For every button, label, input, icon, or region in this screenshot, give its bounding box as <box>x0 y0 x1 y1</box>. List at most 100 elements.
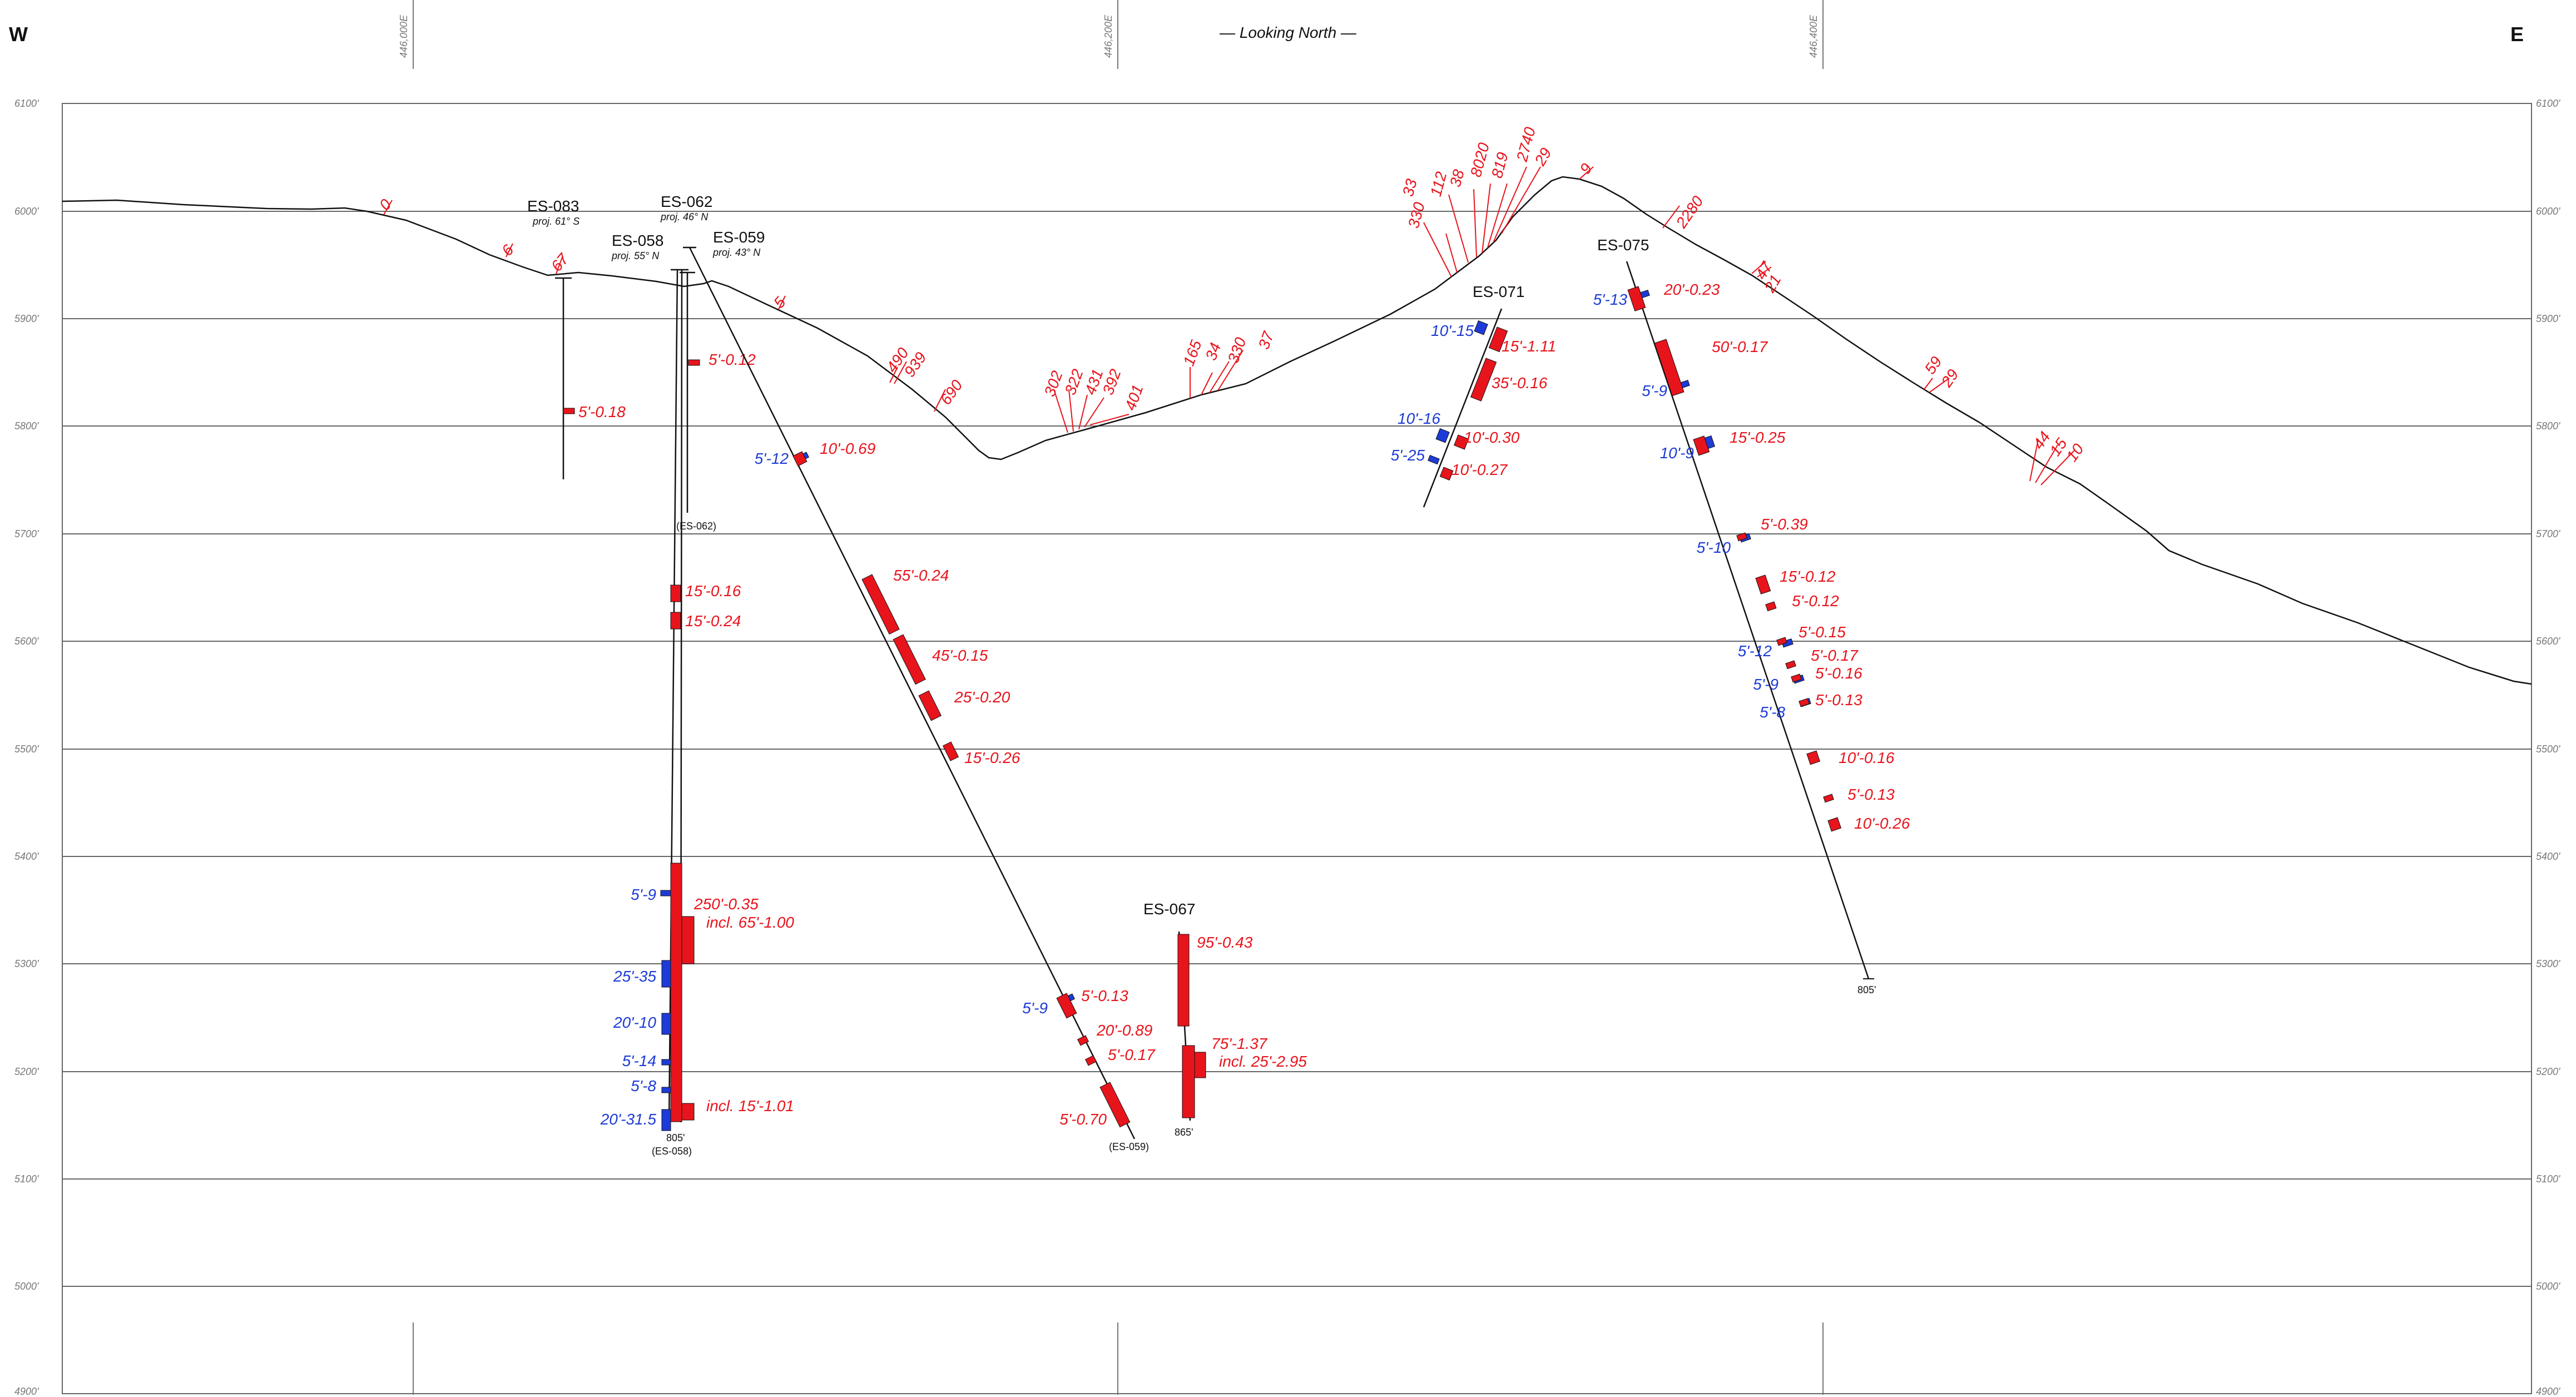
assay-interval-bar <box>1194 1052 1206 1078</box>
elevation-label: 5300' <box>2536 958 2560 969</box>
surface-sample-value: 29 <box>1531 145 1555 169</box>
alt-assay-interval-bar <box>661 1059 671 1066</box>
assay-interval-bar <box>670 612 681 630</box>
alt-assay-interval-bar <box>661 1109 671 1131</box>
elevation-label: 5400' <box>2536 851 2560 862</box>
assay-interval-bar <box>1755 574 1771 595</box>
elevation-label: 6100' <box>2536 98 2560 109</box>
surface-sample-value: 33 <box>1399 177 1420 199</box>
assay-interval-bar <box>670 863 682 1122</box>
drillhole-es-067: ES-067 865' 95'-0.43 75'-1.37 incl. 25'-… <box>1143 900 1307 1138</box>
alt-assay-interval-label: 5'-12 <box>755 450 789 467</box>
alt-assay-interval-label: 10'-15 <box>1431 322 1474 339</box>
assay-interval-label: 5'-0.16 <box>1815 665 1862 682</box>
elevation-label: 6000' <box>14 206 39 217</box>
drillhole-es-059: ES-059 proj. 43° N (ES-059) 5'-12 5'-9 1… <box>683 229 1156 1152</box>
assay-interval-label: 25'-0.20 <box>954 688 1010 706</box>
elevation-label: 5600' <box>14 636 39 647</box>
elevation-label: 5400' <box>14 851 39 862</box>
elevation-label: 5200' <box>2536 1066 2560 1077</box>
assay-interval-label: 5'-0.13 <box>1815 691 1862 709</box>
assay-interval-label: 10'-0.69 <box>820 440 875 457</box>
assay-interval-bar <box>670 584 681 602</box>
assay-interval-label: 10'-0.27 <box>1452 461 1508 478</box>
drillhole-es-075: ES-075 805' 5'-13 5'-9 10'-9 5'-10 5'-12… <box>1593 236 1910 995</box>
assay-interval-label: 35'-0.16 <box>1492 374 1548 392</box>
drill-trace <box>688 247 1136 1140</box>
assay-interval-bar <box>1799 698 1810 707</box>
assay-interval-bar <box>1056 993 1077 1019</box>
assay-interval-bar <box>1736 532 1747 542</box>
elevation-label: 4900' <box>2536 1386 2560 1397</box>
hole-depth-label: 805' <box>1857 984 1876 995</box>
surface-sample-value: 67 <box>548 250 573 275</box>
assay-interval-label: 55'-0.24 <box>893 567 949 584</box>
assay-interval-bar <box>1693 435 1710 456</box>
easting-ticks <box>413 0 1824 1395</box>
view-direction-label: — Looking North — <box>1219 24 1357 41</box>
hole-name: ES-067 <box>1143 900 1195 918</box>
alt-assay-interval-bar <box>661 1013 671 1035</box>
hole-depth-label: 805' <box>666 1132 685 1143</box>
surface-sample-value: 37 <box>1255 329 1277 351</box>
elevation-label: 5800' <box>14 420 39 432</box>
hole-projection-note: proj. 46° N <box>660 211 709 222</box>
assay-interval-label: 10'-0.26 <box>1854 815 1910 832</box>
assay-interval-bar <box>1439 467 1454 480</box>
drillhole-es-071: ES-071 10'-15 15'-1.11 35'-0.16 10'-16 1… <box>1391 283 1556 508</box>
assay-interval-bar <box>1776 637 1787 646</box>
assay-interval-bar <box>1454 434 1469 450</box>
elevation-label: 5700' <box>2536 528 2560 539</box>
alt-assay-interval-bar <box>1435 428 1450 443</box>
elevation-labels-left: 6100' 6000' 5900' 5800' 5700' 5600' 5500… <box>14 98 39 1397</box>
elevation-label: 5000' <box>14 1281 39 1292</box>
assay-interval-label: 50'-0.17 <box>1712 338 1768 355</box>
surface-sample-value: 322 <box>1062 366 1087 397</box>
alt-assay-interval-label: 20'-31.5 <box>600 1111 657 1128</box>
alt-assay-interval-label: 5'-8 <box>1760 704 1785 721</box>
alt-assay-interval-label: 5'-13 <box>1593 291 1628 308</box>
drillhole-es-058: ES-058 proj. 55° N 805' (ES-058) 15'-0.1… <box>600 232 795 1157</box>
elevation-label: 5300' <box>14 958 39 969</box>
easting-label-446400: 446,400E <box>1808 14 1819 58</box>
surface-sample-value: 59 <box>1921 353 1945 377</box>
assay-interval-label: 15'-0.12 <box>1780 568 1836 585</box>
hole-depth-label: 865' <box>1175 1127 1193 1138</box>
assay-interval-label: 10'-0.16 <box>1839 749 1895 766</box>
west-label: W <box>9 23 28 46</box>
assay-interval-label: incl. 15'-1.01 <box>706 1097 794 1114</box>
alt-assay-interval-label: 5'-10 <box>1697 539 1731 556</box>
assay-interval-bar <box>1791 673 1802 683</box>
surface-sample-value: 38 <box>1446 167 1468 189</box>
easting-label-446000: 446,000E <box>398 14 409 58</box>
assay-interval-bar <box>1823 794 1834 803</box>
assay-interval-bar <box>1099 1082 1131 1128</box>
assay-interval-label: incl. 25'-2.95 <box>1219 1053 1307 1070</box>
hole-end-label: (ES-059) <box>1109 1141 1149 1152</box>
elevation-label: 5000' <box>2536 1281 2560 1292</box>
surface-sample-value: 330 <box>1405 200 1428 230</box>
elevation-label: 5100' <box>14 1173 39 1185</box>
assay-interval-bar <box>688 359 700 366</box>
surface-sample-value: 392 <box>1099 366 1124 397</box>
elevation-label: 6100' <box>14 98 39 109</box>
assay-interval-bar <box>1785 660 1796 670</box>
assay-interval-label: 45'-0.15 <box>932 647 988 664</box>
assay-interval-bar <box>1182 1045 1195 1118</box>
assay-interval-label: 5'-0.18 <box>578 403 626 420</box>
elevation-label: 5900' <box>14 313 39 324</box>
elevation-label: 6000' <box>2536 206 2560 217</box>
surface-sample-value: 302 <box>1041 368 1066 399</box>
surface-samples: 0 6 67 5 490 939 690 302 322 431 392 401… <box>376 125 2087 486</box>
alt-assay-interval-label: 5'-9 <box>631 886 656 903</box>
surface-sample-value: 29 <box>1938 366 1962 390</box>
elevation-label: 5800' <box>2536 420 2560 432</box>
alt-assay-interval-label: 5'-9 <box>1022 999 1048 1017</box>
assay-interval-label: 15'-0.24 <box>685 612 741 630</box>
assay-interval-label: 5'-0.13 <box>1847 786 1895 803</box>
topographic-surface <box>62 176 2532 685</box>
alt-assay-interval-bar <box>1781 638 1794 648</box>
assay-interval-label: 20'-0.89 <box>1096 1022 1152 1039</box>
assay-interval-bar <box>1077 1035 1089 1046</box>
